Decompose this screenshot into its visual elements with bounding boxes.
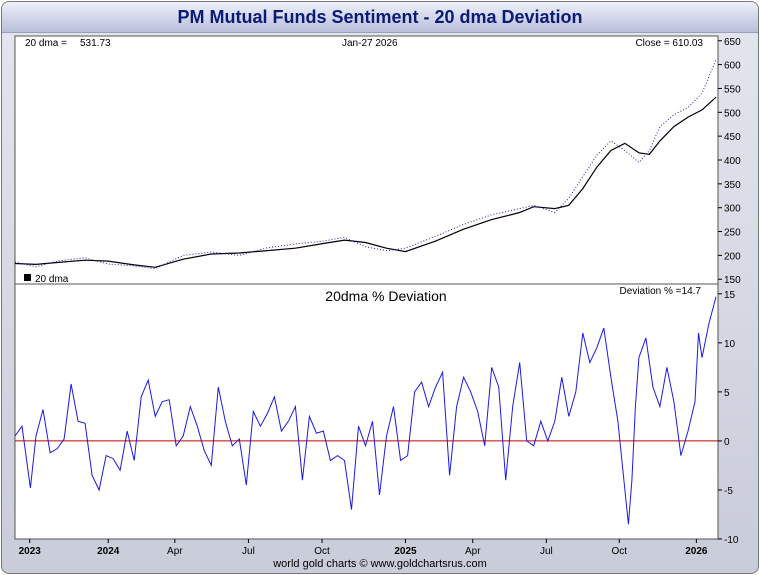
deviation-y-tick-label: -10 — [724, 535, 739, 546]
price-y-tick-label: 200 — [724, 251, 741, 262]
axes-group: 150 200 250 300 350 400 450 500 550 600 650 -10 -5 0 5… — [19, 37, 742, 557]
deviation-value: Deviation % =14.7 — [620, 286, 702, 297]
deviation-lines-group — [14, 296, 718, 525]
x-tick-label: 2025 — [394, 546, 417, 557]
deviation-y-tick-label: 5 — [724, 388, 730, 399]
price-y-tick-label: 600 — [724, 61, 741, 72]
x-tick-label: 2026 — [685, 546, 708, 557]
price-y-tick-label: 300 — [724, 204, 741, 215]
deviation-y-tick-label: 0 — [724, 437, 730, 448]
header-date: Jan-27 2026 — [342, 38, 398, 49]
title-bar: PM Mutual Funds Sentiment - 20 dma Devia… — [2, 2, 758, 33]
price-y-tick-label: 400 — [724, 156, 741, 167]
price-y-tick-label: 450 — [724, 132, 741, 143]
price-y-tick-label: 550 — [724, 84, 741, 95]
x-tick-label: Apr — [465, 546, 481, 557]
legend-label: 20 dma — [35, 274, 69, 285]
close-label: Close = 610.03 — [635, 38, 703, 49]
price-y-tick-label: 150 — [724, 275, 741, 286]
price-y-tick-label: 250 — [724, 228, 741, 239]
deviation-title: 20dma % Deviation — [325, 288, 446, 304]
deviation-y-tick-label: -5 — [724, 486, 733, 497]
deviation-y-tick-label: 15 — [724, 290, 736, 301]
deviation-y-tick-label: 10 — [724, 339, 736, 350]
close-line — [14, 59, 717, 270]
deviation-line — [14, 296, 717, 525]
dma-line — [14, 96, 717, 268]
price-lines-group — [14, 59, 717, 270]
legend-swatch — [24, 274, 31, 281]
plot-area — [14, 35, 719, 540]
x-tick-label: Apr — [167, 546, 183, 557]
chart-title: PM Mutual Funds Sentiment - 20 dma Devia… — [177, 7, 583, 27]
price-y-tick-label: 350 — [724, 180, 741, 191]
price-y-tick-label: 500 — [724, 108, 741, 119]
x-tick-label: Oct — [314, 546, 330, 557]
dma-value: 531.73 — [80, 38, 111, 49]
x-tick-label: Jul — [540, 546, 553, 557]
footer-credit: world gold charts © www.goldchartsrus.co… — [273, 558, 487, 570]
x-tick-label: Oct — [611, 546, 627, 557]
dma-label: 20 dma = — [25, 38, 67, 49]
x-tick-label: 2023 — [19, 546, 42, 557]
x-tick-label: Jul — [242, 546, 255, 557]
price-y-tick-label: 650 — [724, 37, 741, 48]
x-tick-label: 2024 — [97, 546, 120, 557]
